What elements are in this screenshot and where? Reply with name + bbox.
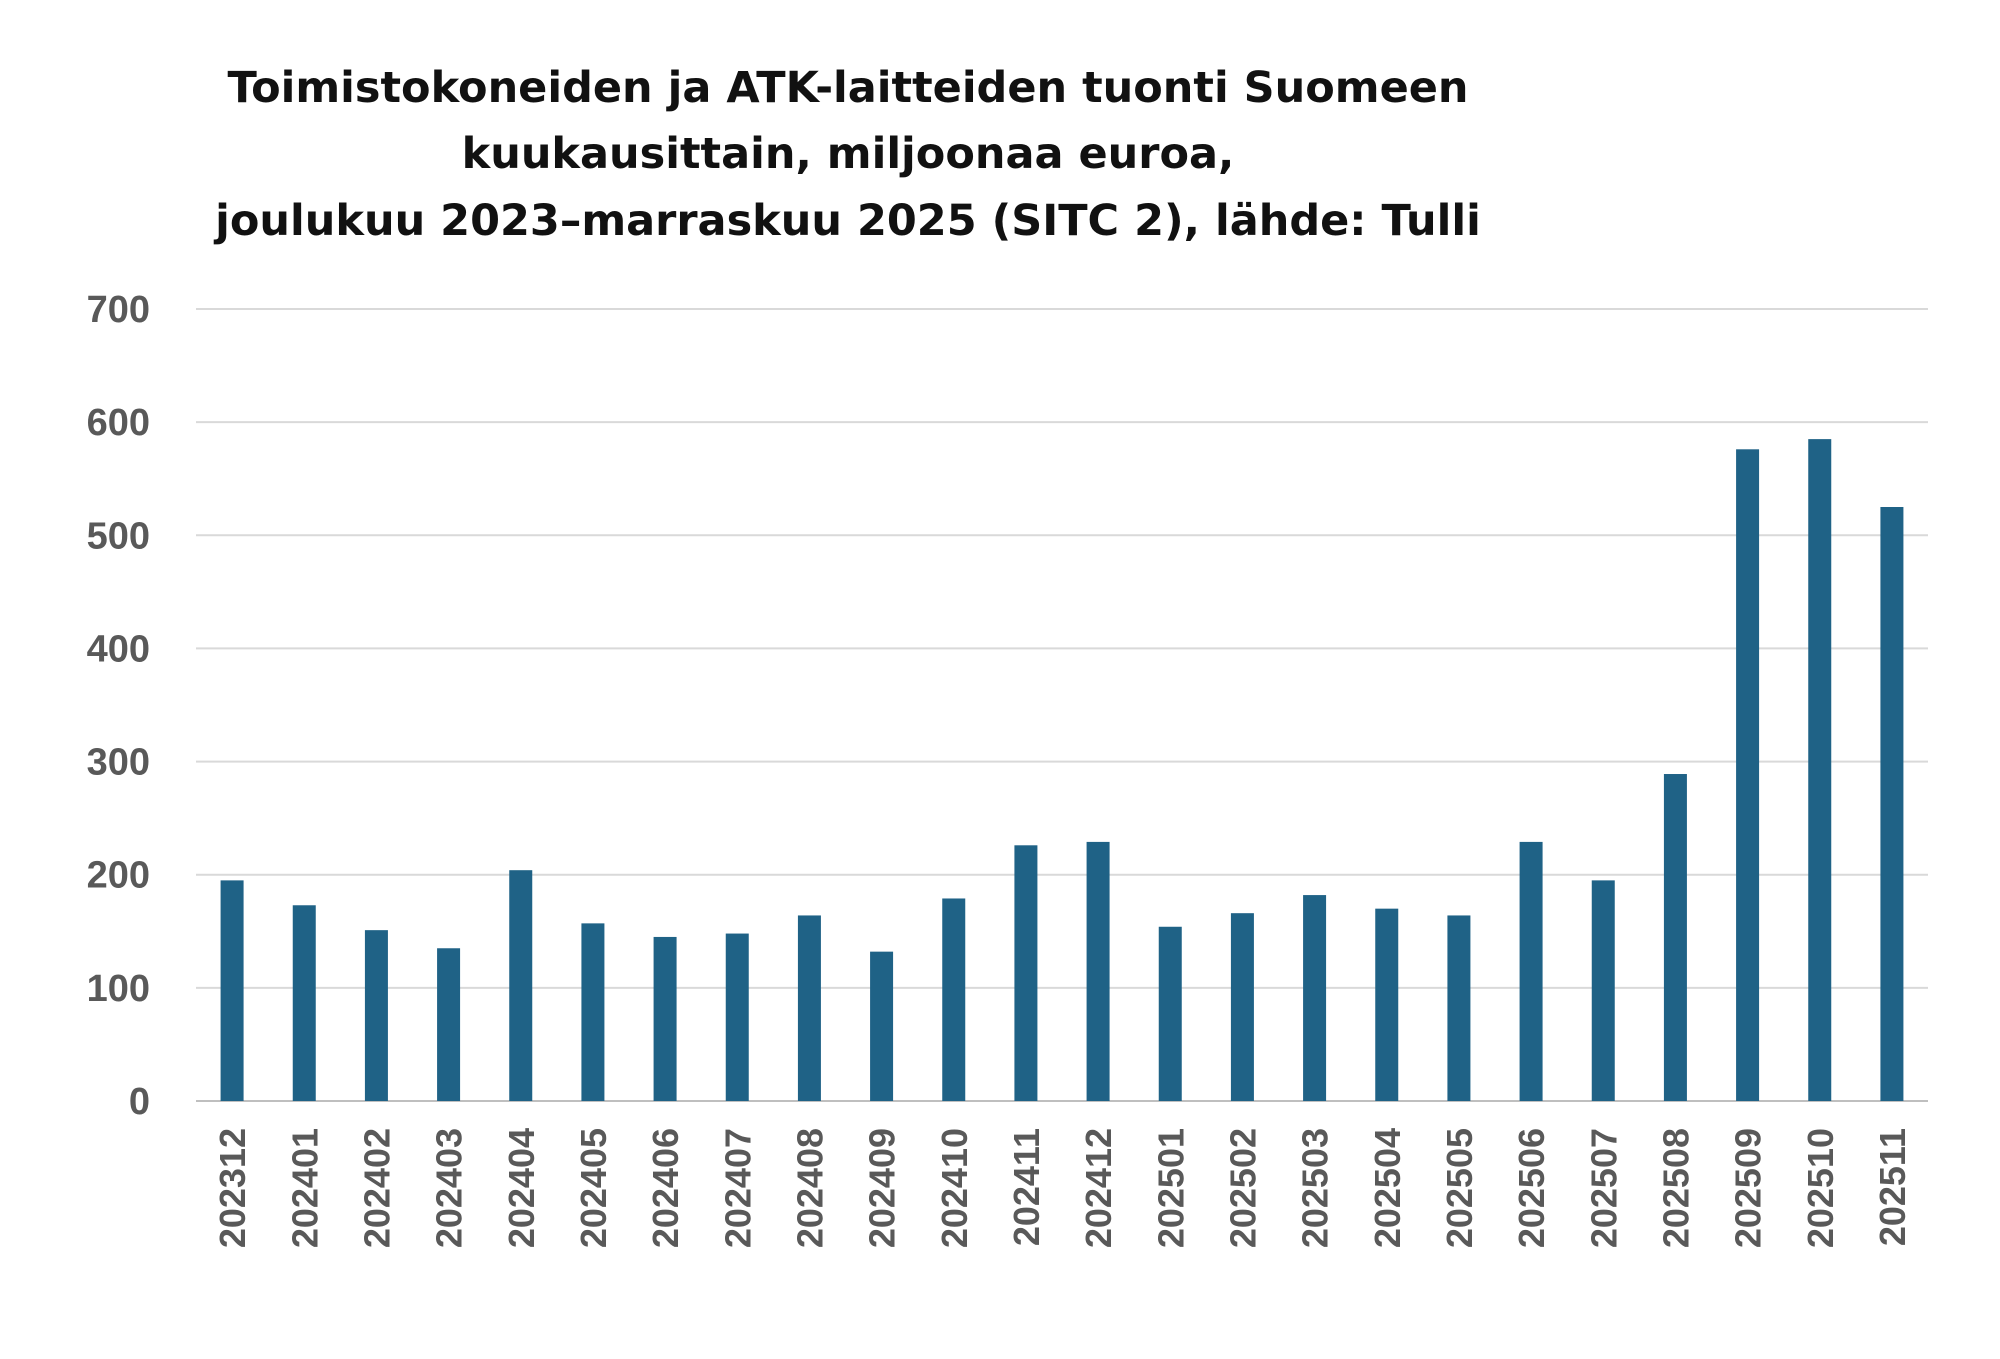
x-tick-label-202411: 202411 [1006,1128,1047,1246]
gridlines [196,308,1928,1102]
x-tick-label-202412: 202412 [1078,1128,1119,1248]
x-tick-label-202407: 202407 [717,1128,758,1248]
bar-202405 [581,923,605,1101]
x-tick-label-202405: 202405 [573,1128,614,1248]
bar-202409 [870,951,894,1101]
x-tick-label-202511: 202511 [1872,1128,1913,1246]
chart-title-line-2: kuukausittain, miljoonaa euroa, [462,129,1235,179]
bar-202411 [1014,845,1038,1101]
x-tick-label-202404: 202404 [501,1128,542,1248]
y-tick-label-200: 200 [87,855,150,897]
y-tick-label-0: 0 [129,1081,150,1123]
bar-202403 [437,948,461,1101]
bar-202506 [1519,841,1543,1101]
chart-title-line-3: joulukuu 2023–marraskuu 2025 (SITC 2), l… [213,196,1481,246]
x-tick-label-202401: 202401 [284,1128,325,1248]
x-tick-label-202406: 202406 [645,1128,686,1248]
bar-202407 [725,933,749,1101]
bar-202408 [797,915,821,1101]
x-tick-label-202510: 202510 [1800,1128,1841,1248]
x-tick-label-202408: 202408 [789,1128,830,1248]
x-tick-label-202312: 202312 [212,1128,253,1248]
x-tick-label-202410: 202410 [934,1128,975,1248]
bar-202511 [1880,507,1904,1101]
bar-202503 [1303,895,1327,1101]
bar-202502 [1230,913,1254,1101]
bar-202505 [1447,915,1471,1101]
x-tick-label-202501: 202501 [1150,1128,1191,1248]
y-tick-label-400: 400 [87,628,150,670]
x-axis-tick-labels: 202312 202401 202402 202403 202404 202405 2024… [212,1128,1913,1248]
y-axis-tick-labels: 0 100 200 300 400 500 600 700 [87,289,150,1123]
x-tick-label-202509: 202509 [1728,1128,1769,1248]
x-tick-label-202504: 202504 [1367,1128,1408,1248]
y-tick-label-600: 600 [87,402,150,444]
bar-202412 [1086,841,1110,1101]
bar-202508 [1663,774,1687,1101]
chart-title: Toimistokoneiden ja ATK-laitteiden tuont… [213,63,1481,246]
x-tick-label-202402: 202402 [356,1128,397,1248]
bar-202501 [1158,926,1182,1101]
y-tick-label-700: 700 [87,289,150,331]
x-tick-label-202507: 202507 [1583,1128,1624,1248]
x-tick-label-202506: 202506 [1511,1128,1552,1248]
x-tick-label-202409: 202409 [862,1128,903,1248]
x-tick-label-202503: 202503 [1295,1128,1336,1248]
bar-202507 [1591,880,1615,1101]
bar-202406 [653,936,677,1101]
x-tick-label-202502: 202502 [1222,1128,1263,1248]
x-tick-label-202508: 202508 [1655,1128,1696,1248]
bar-202410 [942,898,966,1101]
bar-202510 [1808,439,1832,1102]
bar-202402 [364,930,388,1101]
bar-202404 [509,870,533,1101]
bar-202509 [1736,449,1760,1102]
y-tick-label-300: 300 [87,742,150,784]
y-tick-label-500: 500 [87,515,150,557]
chart-title-line-1: Toimistokoneiden ja ATK-laitteiden tuont… [227,63,1468,113]
y-tick-label-100: 100 [87,968,150,1010]
bars [220,439,1904,1102]
bar-202504 [1375,908,1399,1101]
bar-202312 [220,880,244,1101]
x-tick-label-202505: 202505 [1439,1128,1480,1248]
x-tick-label-202403: 202403 [429,1128,470,1248]
bar-202401 [292,905,316,1101]
